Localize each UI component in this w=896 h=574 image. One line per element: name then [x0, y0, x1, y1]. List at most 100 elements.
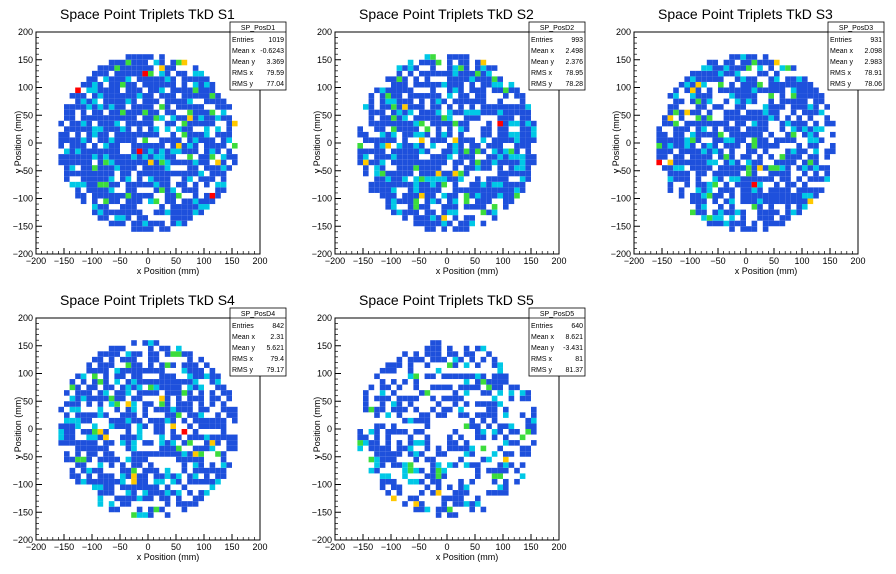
- histogram-bin: [779, 65, 786, 71]
- y-tick-label: 100: [317, 83, 332, 93]
- histogram-bin: [458, 226, 464, 232]
- histogram-bin: [97, 170, 104, 177]
- histogram-bin: [64, 434, 70, 441]
- stats-key: Mean y: [232, 59, 255, 66]
- histogram-bin: [136, 417, 143, 424]
- y-axis-label: y Position (mm): [312, 111, 322, 174]
- histogram-bin: [695, 81, 702, 88]
- histogram-bin: [497, 423, 503, 429]
- histogram-bin: [136, 495, 143, 502]
- histogram-bin: [170, 440, 176, 446]
- histogram-bin: [796, 143, 802, 149]
- histogram-bin: [176, 181, 182, 188]
- histogram-bin: [142, 220, 148, 227]
- histogram-bin: [396, 209, 403, 216]
- histogram-bin: [181, 198, 188, 205]
- histogram-bin: [774, 104, 780, 110]
- stats-key: Entries: [232, 323, 254, 330]
- histogram-bin: [514, 109, 520, 116]
- x-tick-label: 150: [822, 256, 837, 266]
- histogram-bin: [80, 462, 87, 468]
- histogram-bin: [447, 204, 453, 210]
- histogram-bin: [424, 165, 431, 171]
- histogram-bin: [58, 120, 64, 127]
- histogram-bin: [475, 379, 481, 385]
- histogram-bin: [723, 120, 730, 127]
- histogram-bin: [447, 76, 453, 82]
- histogram-bin: [192, 104, 199, 110]
- histogram-bin: [153, 490, 160, 496]
- histogram-bin: [402, 148, 408, 155]
- histogram-bin: [125, 362, 132, 368]
- histogram-bin: [226, 434, 232, 441]
- histogram-bin: [181, 390, 188, 396]
- histogram-bin: [469, 445, 475, 452]
- histogram-bin: [519, 93, 526, 99]
- histogram-bin: [176, 384, 182, 391]
- histogram-bin: [220, 390, 227, 396]
- histogram-bin: [508, 131, 515, 138]
- histogram-bin: [120, 345, 126, 352]
- histogram-bin: [684, 170, 690, 177]
- histogram-bin: [407, 126, 414, 132]
- histogram-bin: [209, 154, 216, 160]
- histogram-bin: [480, 104, 487, 110]
- stats-name: SP_PosD4: [241, 311, 275, 318]
- histogram-bin: [768, 198, 774, 205]
- histogram-bin: [430, 154, 436, 160]
- chart-panel: Space Point Triplets TkD S1−200−200−150−…: [13, 6, 287, 276]
- histogram-bin: [447, 131, 453, 138]
- histogram-bin: [690, 76, 696, 82]
- histogram-bin: [86, 395, 92, 402]
- histogram-bin: [402, 65, 408, 71]
- histogram-bin: [718, 87, 724, 94]
- histogram-bin: [695, 165, 702, 171]
- histogram-bin: [92, 192, 98, 199]
- histogram-bin: [209, 462, 216, 468]
- histogram-bin: [86, 412, 92, 418]
- histogram-bin: [712, 70, 718, 77]
- stats-key: RMS y: [830, 81, 852, 88]
- histogram-bin: [475, 176, 481, 182]
- histogram-bin: [232, 440, 238, 446]
- histogram-bin: [746, 143, 752, 149]
- stats-value: 993: [571, 37, 583, 44]
- histogram-bin: [131, 192, 137, 199]
- histogram-bin: [209, 115, 216, 121]
- histogram-bin: [97, 390, 104, 396]
- histogram-bin: [796, 148, 802, 155]
- histogram-bin: [92, 429, 98, 435]
- histogram-bin: [97, 367, 104, 374]
- histogram-bin: [181, 93, 188, 99]
- histogram-bin: [491, 148, 498, 155]
- histogram-bin: [187, 159, 193, 166]
- histogram-bin: [131, 115, 137, 121]
- histogram-bin: [503, 406, 509, 413]
- histogram-bin: [706, 215, 713, 221]
- histogram-bin: [103, 367, 109, 374]
- histogram-bin: [69, 395, 76, 402]
- histogram-bin: [508, 462, 515, 468]
- histogram-bin: [413, 467, 419, 474]
- histogram-bin: [667, 143, 674, 149]
- histogram-bin: [391, 98, 397, 105]
- histogram-bin: [684, 137, 690, 143]
- histogram-bin: [519, 187, 526, 193]
- histogram-bin: [86, 87, 92, 94]
- histogram-bin: [447, 93, 453, 99]
- histogram-bin: [407, 495, 414, 502]
- histogram-bin: [734, 159, 741, 166]
- histogram-bin: [92, 181, 98, 188]
- histogram-bin: [385, 104, 391, 110]
- histogram-bin: [435, 104, 442, 110]
- histogram-bin: [176, 412, 182, 418]
- histogram-bin: [712, 131, 718, 138]
- histogram-bin: [136, 351, 143, 357]
- histogram-bin: [192, 467, 199, 474]
- histogram-bin: [684, 76, 690, 82]
- histogram-bin: [120, 59, 126, 66]
- histogram-bin: [120, 473, 126, 479]
- histogram-bin: [97, 395, 104, 402]
- histogram-bin: [790, 104, 797, 110]
- histogram-bin: [396, 356, 403, 363]
